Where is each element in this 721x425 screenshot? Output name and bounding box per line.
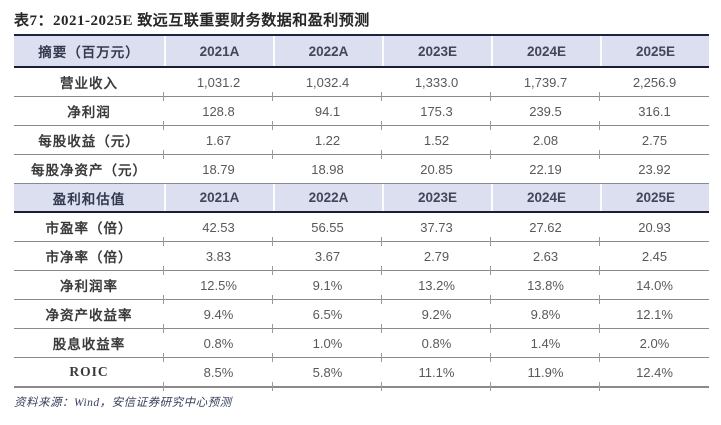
data-cell: 8.5% [203, 364, 234, 380]
data-cell: 13.2% [418, 277, 455, 293]
table-row-roic: ROIC 8.5% 5.8% 11.1% 11.9% 12.4% [14, 358, 709, 391]
data-cell: 1.67 [205, 132, 232, 148]
data-cell: 11.1% [418, 364, 455, 380]
header-2022a: 2022A [273, 184, 382, 211]
row-label: 市盈率（倍） [45, 221, 133, 236]
header-2025e: 2025E [600, 36, 709, 66]
table-row-revenue: 营业收入 1,031.2 1,032.4 1,333.0 1,739.7 2,2… [14, 68, 709, 101]
table-row-eps: 每股收益（元） 1.67 1.22 1.52 2.08 2.75 [14, 126, 709, 159]
column-tick-marks [163, 237, 164, 246]
summary-header-row: 摘要（百万元） 2021A 2022A 2023E 2024E 2025E [14, 36, 709, 68]
column-tick-marks [163, 266, 164, 275]
row-label: 股息收益率 [52, 337, 126, 352]
header-2023e: 2023E [382, 36, 491, 66]
header-2022a: 2022A [273, 36, 382, 66]
data-cell: 20.85 [420, 161, 453, 177]
row-label: 市净率（倍） [45, 250, 133, 265]
data-cell: 1,333.0 [414, 74, 459, 90]
header-2024e: 2024E [491, 184, 600, 211]
column-tick-marks [163, 150, 164, 159]
row-label: 净利润率 [60, 279, 118, 294]
data-cell: 13.8% [527, 277, 564, 293]
data-cell: 2,256.9 [632, 74, 677, 90]
title-rule [14, 34, 709, 36]
data-cell: 9.1% [312, 277, 343, 293]
table-row-pb: 市净率（倍） 3.83 3.67 2.79 2.63 2.45 [14, 242, 709, 275]
data-cell: 0.8% [421, 335, 452, 351]
data-cell: 18.79 [202, 161, 235, 177]
column-tick-marks [163, 92, 164, 101]
data-cell: 9.4% [203, 306, 234, 322]
data-cell: 12.5% [200, 277, 237, 293]
data-cell: 37.73 [420, 219, 453, 235]
data-cell: 239.5 [529, 103, 562, 119]
table-row-roe: 净资产收益率 9.4% 6.5% 9.2% 9.8% 12.1% [14, 300, 709, 333]
row-label: 营业收入 [60, 76, 118, 91]
data-cell: 14.0% [636, 277, 673, 293]
column-tick-marks [163, 382, 164, 391]
data-cell: 1.0% [312, 335, 343, 351]
data-cell: 2.08 [532, 132, 559, 148]
header-summary-label: 摘要（百万元） [38, 45, 140, 60]
data-cell: 18.98 [311, 161, 344, 177]
table-row-pe: 市盈率（倍） 42.53 56.55 37.73 27.62 20.93 [14, 213, 709, 246]
data-cell: 23.92 [638, 161, 671, 177]
header-2021a: 2021A [164, 184, 273, 211]
data-cell: 12.1% [636, 306, 673, 322]
data-cell: 27.62 [529, 219, 562, 235]
data-cell: 11.9% [527, 364, 564, 380]
data-cell: 3.83 [205, 248, 232, 264]
data-cell: 1.22 [314, 132, 341, 148]
header-2024e: 2024E [491, 36, 600, 66]
data-cell: 94.1 [314, 103, 341, 119]
table-row-dividend-yield: 股息收益率 0.8% 1.0% 0.8% 1.4% 2.0% [14, 329, 709, 362]
table-row-net-profit: 净利润 128.8 94.1 175.3 239.5 316.1 [14, 97, 709, 130]
data-cell: 1,032.4 [305, 74, 350, 90]
data-cell: 56.55 [311, 219, 344, 235]
column-tick-marks [163, 295, 164, 304]
column-tick-marks [163, 121, 164, 130]
header-valuation-label: 盈利和估值 [52, 191, 126, 207]
data-cell: 1.4% [530, 335, 561, 351]
data-cell: 3.67 [314, 248, 341, 264]
row-label: 净资产收益率 [45, 308, 133, 323]
header-2021a: 2021A [164, 36, 273, 66]
data-cell: 9.2% [421, 306, 452, 322]
data-cell: 12.4% [636, 364, 673, 380]
source-note: 资料来源：Wind，安信证券研究中心预测 [14, 397, 232, 409]
data-cell: 2.79 [423, 248, 450, 264]
data-cell: 42.53 [202, 219, 235, 235]
report-table-figure: 表7：2021-2025E 致远互联重要财务数据和盈利预测 摘要（百万元） 20… [14, 9, 709, 410]
data-cell: 316.1 [638, 103, 671, 119]
data-cell: 1,031.2 [196, 74, 241, 90]
data-cell: 9.8% [530, 306, 561, 322]
data-cell: 2.45 [641, 248, 668, 264]
column-tick-marks [163, 324, 164, 333]
data-cell: 175.3 [420, 103, 453, 119]
table-row-net-margin: 净利润率 12.5% 9.1% 13.2% 13.8% 14.0% [14, 271, 709, 304]
valuation-header-row: 盈利和估值 2021A 2022A 2023E 2024E 2025E [14, 184, 709, 213]
header-2023e: 2023E [382, 184, 491, 211]
row-label: ROIC [69, 364, 109, 379]
data-cell: 1.52 [423, 132, 450, 148]
row-label: 净利润 [67, 105, 111, 120]
data-cell: 6.5% [312, 306, 343, 322]
data-cell: 5.8% [312, 364, 343, 380]
row-label: 每股收益（元） [38, 134, 140, 149]
data-cell: 2.0% [639, 335, 670, 351]
table-title: 表7：2021-2025E 致远互联重要财务数据和盈利预测 [14, 13, 370, 29]
data-cell: 1,739.7 [523, 74, 568, 90]
data-cell: 2.63 [532, 248, 559, 264]
table-row-bvps: 每股净资产（元） 18.79 18.98 20.85 22.19 23.92 [14, 155, 709, 184]
data-cell: 2.75 [641, 132, 668, 148]
data-cell: 20.93 [638, 219, 671, 235]
data-cell: 128.8 [202, 103, 235, 119]
data-cell: 0.8% [203, 335, 234, 351]
row-label: 每股净资产（元） [31, 163, 147, 178]
data-cell: 22.19 [529, 161, 562, 177]
header-2025e: 2025E [600, 184, 709, 211]
column-tick-marks [163, 353, 164, 362]
